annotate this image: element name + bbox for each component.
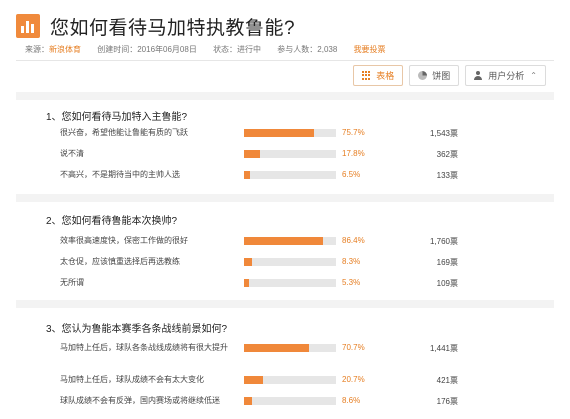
table-view-button[interactable]: 表格 <box>353 65 404 86</box>
source-link[interactable]: 新浪体育 <box>49 45 81 54</box>
header: 您如何看待马加特执教鲁能? <box>16 12 295 40</box>
result-bar <box>244 171 336 179</box>
option-votes: 1,760票 <box>429 237 458 246</box>
created-date: 创建时间：2016年06月08日 <box>97 45 197 54</box>
option-percent: 75.7% <box>342 128 365 137</box>
option-votes: 133票 <box>436 171 458 180</box>
result-bar-fill <box>244 129 314 137</box>
option-percent: 5.3% <box>342 278 361 287</box>
result-bar-fill <box>244 397 252 405</box>
result-bar-fill <box>244 279 249 287</box>
result-bar <box>244 279 336 287</box>
bar-chart-logo-icon <box>16 14 40 38</box>
header-divider <box>16 60 554 61</box>
option-votes: 176票 <box>436 397 458 406</box>
pie-view-label: 饼图 <box>432 71 451 81</box>
question-title: 3、您认为鲁能本赛季各条战线前景如何? <box>46 324 228 335</box>
participant-count: 参与人数：2,038 <box>277 45 338 54</box>
option-label: 不高兴，不是期待当中的主帅人选 <box>60 170 180 179</box>
pie-view-button[interactable]: 饼图 <box>409 65 460 86</box>
user-analysis-label: 用户分析 <box>488 71 525 81</box>
option-percent: 86.4% <box>342 236 365 245</box>
result-bar <box>244 237 336 245</box>
option-percent: 6.5% <box>342 170 361 179</box>
option-percent: 70.7% <box>342 343 365 352</box>
vote-link[interactable]: 我要投票 <box>353 45 386 54</box>
result-bar <box>244 397 336 405</box>
option-label: 太仓促，应该慎重选择后再选教练 <box>60 257 180 266</box>
option-votes: 421票 <box>436 376 458 385</box>
option-votes: 1,441票 <box>429 344 458 353</box>
chevron-up-icon: ⌃ <box>530 71 537 80</box>
user-icon <box>474 71 483 80</box>
status: 状态：进行中 <box>213 45 262 54</box>
option-label: 无所谓 <box>60 278 84 287</box>
option-votes: 1,543票 <box>429 129 458 138</box>
result-bar <box>244 150 336 158</box>
table-view-label: 表格 <box>376 71 395 81</box>
result-bar-fill <box>244 237 324 245</box>
view-toolbar: 表格 饼图 用户分析 ⌃ <box>353 65 546 86</box>
result-bar <box>244 129 336 137</box>
option-percent: 17.8% <box>342 149 365 158</box>
result-bar <box>244 376 336 384</box>
result-bar <box>244 258 336 266</box>
result-bar-fill <box>244 258 252 266</box>
result-bar-fill <box>244 344 310 352</box>
user-analysis-button[interactable]: 用户分析 ⌃ <box>465 65 546 86</box>
result-bar-fill <box>244 376 264 384</box>
option-percent: 8.6% <box>342 396 361 405</box>
page-title: 您如何看待马加特执教鲁能? <box>50 17 296 39</box>
grid-icon <box>362 71 371 80</box>
question-title: 1、您如何看待马加特入主鲁能? <box>46 112 188 123</box>
option-label: 很兴奋，希望他能让鲁能有质的飞跃 <box>60 128 188 137</box>
result-bar <box>244 344 336 352</box>
option-percent: 20.7% <box>342 375 365 384</box>
option-votes: 109票 <box>436 279 458 288</box>
option-label: 效率很高速度快，保密工作做的很好 <box>60 236 188 245</box>
source: 来源：新浪体育 <box>25 45 81 54</box>
option-label: 马加特上任后，球队成绩不会有太大变化 <box>60 375 204 384</box>
section-separator <box>16 194 554 202</box>
meta-info: 来源：新浪体育 创建时间：2016年06月08日 状态：进行中 参与人数：2,0… <box>25 44 386 55</box>
section-separator <box>16 92 554 100</box>
result-bar-fill <box>244 150 261 158</box>
option-percent: 8.3% <box>342 257 361 266</box>
option-votes: 169票 <box>436 258 458 267</box>
pie-chart-icon <box>418 71 428 80</box>
section-separator <box>16 300 554 308</box>
option-label: 说不清 <box>60 149 84 158</box>
option-label: 球队成绩不会有反弹，国内赛场或将继续低迷 <box>60 396 220 405</box>
option-votes: 362票 <box>436 150 458 159</box>
question-title: 2、您如何看待鲁能本次换帅? <box>46 216 178 227</box>
option-label: 马加特上任后，球队各条战线成绩将有很大提升 <box>60 343 228 352</box>
result-bar-fill <box>244 171 250 179</box>
